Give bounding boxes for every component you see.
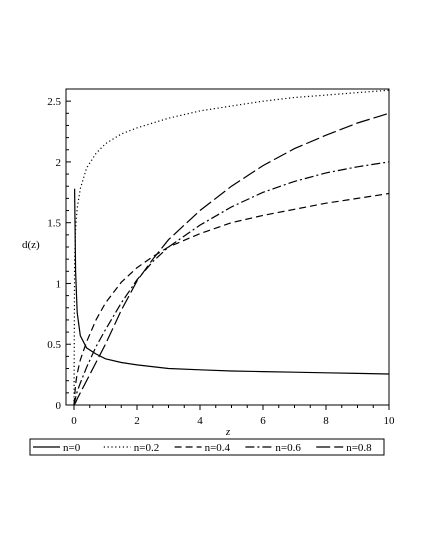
y-axis-label: d(z) (22, 239, 40, 251)
series-line-n=0 (74, 188, 390, 375)
y-tick-label: 0.5 (47, 339, 61, 351)
plot-frame (65, 88, 390, 406)
legend-label: n=0.6 (275, 442, 301, 454)
y-tick-label: 2 (56, 157, 62, 169)
y-axis-ticks: 0 0.5 1 1.5 2 2.5 (47, 96, 71, 412)
x-tick-label: 6 (260, 415, 266, 427)
legend: n=0 n=0.2 n=0.4 n=0.6 n=0.8 (29, 438, 385, 456)
legend-label: n=0 (63, 442, 81, 454)
series-line-n=0.2 (73, 89, 390, 406)
legend-label: n=0.8 (346, 442, 372, 454)
series-line-n=0.8 (73, 112, 390, 406)
x-tick-label: 4 (197, 415, 203, 427)
x-axis-ticks: 0 2 4 6 8 10 (71, 405, 395, 427)
x-tick-label: 2 (134, 415, 140, 427)
y-tick-label: 0 (56, 400, 62, 412)
y-tick-label: 1 (56, 278, 62, 290)
series-line-n=0.4 (73, 192, 390, 406)
legend-box (29, 438, 385, 456)
y-tick-label: 2.5 (47, 96, 61, 108)
x-tick-label: 0 (71, 415, 77, 427)
series-line-n=0.6 (73, 161, 390, 406)
x-axis-label: z (225, 426, 231, 438)
x-tick-label: 10 (384, 415, 396, 427)
x-tick-label: 8 (323, 415, 329, 427)
legend-label: n=0.2 (134, 442, 159, 454)
legend-label: n=0.4 (205, 442, 231, 454)
series-lines (73, 89, 390, 406)
y-tick-label: 1.5 (47, 218, 61, 230)
